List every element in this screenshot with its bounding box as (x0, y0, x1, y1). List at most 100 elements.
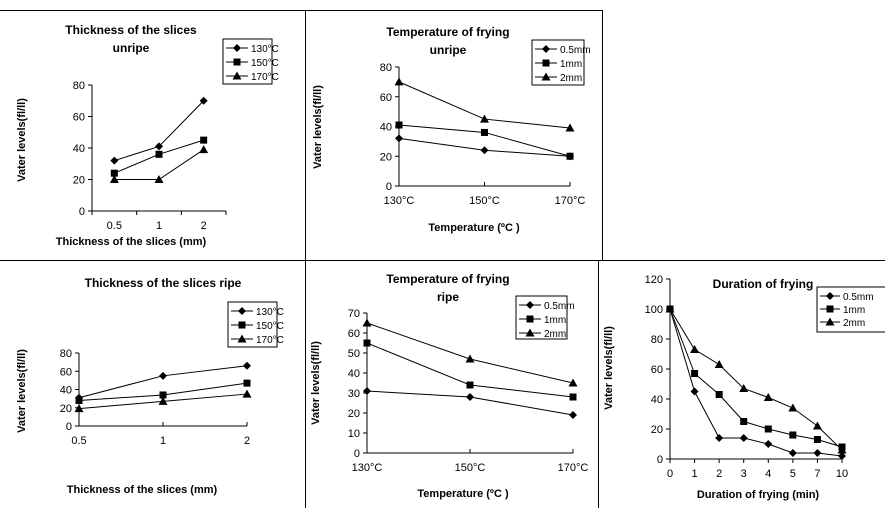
data-point-series-3 (242, 389, 252, 398)
legend-marker-1 (826, 292, 834, 300)
data-point-series-2 (395, 121, 403, 129)
data-point-series-3 (109, 175, 119, 183)
y-tick-label: 20 (380, 151, 392, 163)
chart-thickness-unripe: Thickness of the slices unripe 0 20 40 60 80 0.… (0, 0, 305, 260)
data-point-series-1 (813, 449, 822, 457)
y-tick-label: 20 (651, 424, 663, 436)
data-point-series-2 (715, 391, 723, 398)
y-axis-label: Vater levels(fl/ll) (312, 85, 324, 169)
x-axis-label: Duration of frying (min) (697, 489, 820, 501)
x-tick-label: 130°C (352, 462, 383, 474)
x-tick-label: 170°C (558, 462, 589, 474)
x-tick-label: 3 (741, 468, 747, 480)
data-point-series-3 (714, 360, 724, 368)
data-point-series-2 (566, 152, 574, 160)
y-tick-label: 70 (348, 308, 360, 320)
series-line-2 (366, 342, 574, 398)
data-point-series-2 (243, 379, 251, 387)
data-point-series-2 (813, 436, 821, 443)
data-point-series-3 (565, 123, 575, 132)
legend-marker-1 (542, 45, 550, 53)
data-point-series-3 (74, 404, 84, 413)
legend-marker-3 (525, 328, 535, 337)
x-tick-label: 0 (667, 468, 673, 480)
data-point-series-3 (199, 145, 209, 154)
x-tick-label: 0.5 (71, 435, 86, 447)
legend-marker-1 (238, 307, 246, 315)
legend-label-1: 0.5mm (843, 292, 874, 303)
data-point-series-3 (480, 114, 489, 123)
y-axis-label: Vater levels(fl/ll) (16, 98, 28, 182)
data-point-series-2 (159, 391, 167, 399)
series-line-1 (669, 308, 843, 457)
y-tick-label: 40 (73, 143, 85, 155)
chart-temperature-ripe: Temperature of frying ripe 0 10 20 30 40 50 60 70… (305, 260, 598, 508)
data-point-series-2 (110, 169, 118, 177)
chart-temperature-unripe: Temperature of frying unripe 0 20 40 60 80 130°… (305, 0, 603, 260)
data-point-series-2 (691, 370, 699, 377)
chart-title: unripe (113, 41, 150, 55)
x-tick-label: 7 (814, 468, 820, 480)
chart-title: Temperature of frying (386, 25, 509, 39)
data-point-series-1 (739, 434, 748, 442)
chart-thickness-ripe-svg: Thickness of the slices ripe 0 20 40 60 80 0.5… (16, 276, 284, 496)
data-point-series-2 (740, 418, 748, 425)
x-tick-label: 5 (790, 468, 796, 480)
y-tick-label: 0 (66, 421, 72, 433)
data-point-series-3 (568, 378, 578, 387)
legend-marker-1 (526, 301, 534, 309)
data-point-series-1 (110, 156, 119, 165)
x-axis-label: Temperature (ºC ) (428, 222, 520, 234)
y-tick-label: 60 (380, 92, 392, 104)
x-tick-label: 1 (156, 220, 162, 232)
data-point-series-1 (199, 96, 208, 105)
x-tick-label: 130°C (384, 195, 415, 207)
data-point-series-3 (788, 403, 798, 412)
x-tick-label: 1 (692, 468, 698, 480)
y-tick-label: 60 (60, 366, 72, 378)
x-tick-label: 170°C (555, 195, 586, 207)
y-tick-label: 20 (60, 403, 72, 415)
data-point-series-2 (75, 396, 83, 404)
x-axis-label: Thickness of the slices (mm) (67, 484, 218, 496)
y-axis-label: Vater levels(fl/ll) (310, 341, 322, 425)
legend-marker-3 (541, 72, 551, 81)
y-tick-label: 80 (380, 62, 392, 74)
data-point-series-1 (788, 449, 797, 457)
y-tick-label: 40 (380, 122, 392, 134)
legend-label-3: 2mm (843, 318, 865, 329)
legend-marker-2 (526, 315, 534, 323)
x-tick-label: 150°C (455, 462, 486, 474)
y-tick-label: 0 (657, 454, 663, 466)
legend-label-3: 170°C (251, 72, 279, 83)
y-tick-label: 40 (348, 368, 360, 380)
chart-title: Temperature of frying (386, 272, 509, 286)
data-point-series-1 (838, 452, 846, 460)
y-tick-label: 20 (348, 408, 360, 420)
x-tick-label: 2 (201, 220, 207, 232)
data-point-series-1 (395, 134, 403, 143)
legend-marker-3 (232, 71, 242, 80)
y-tick-label: 120 (645, 274, 663, 286)
y-tick-label: 50 (348, 348, 360, 360)
data-point-series-2 (789, 431, 797, 439)
y-tick-label: 80 (651, 334, 663, 346)
legend-label-3: 2mm (560, 73, 582, 84)
data-point-series-1 (155, 142, 163, 151)
x-axis-label: Thickness of the slices (mm) (56, 236, 207, 248)
legend-label-2: 1mm (544, 315, 566, 326)
data-point-series-3 (763, 393, 773, 401)
y-tick-label: 0 (79, 206, 85, 218)
data-point-series-2 (764, 425, 772, 433)
y-axis-label: Vater levels(fl/ll) (16, 349, 28, 433)
legend-label-3: 2mm (544, 329, 566, 340)
y-tick-label: 100 (645, 304, 663, 316)
data-point-series-1 (363, 387, 371, 395)
series-line-2 (669, 308, 843, 448)
legend-marker-2 (542, 59, 550, 67)
data-point-series-3 (154, 175, 164, 183)
chart-title: Thickness of the slices (65, 23, 197, 37)
data-point-series-3 (690, 345, 700, 353)
y-axis-label: Vater levels(fl/ll) (603, 326, 615, 410)
